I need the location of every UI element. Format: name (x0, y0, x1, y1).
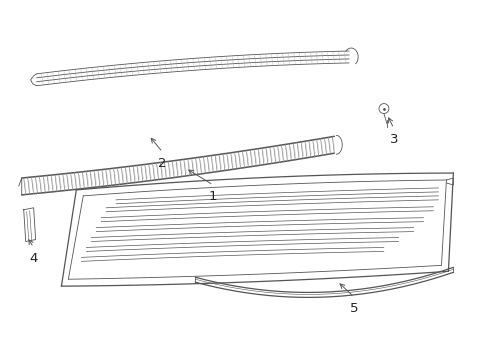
Text: 2: 2 (158, 157, 167, 170)
Text: 5: 5 (350, 302, 358, 315)
Text: 4: 4 (29, 252, 38, 265)
Text: 1: 1 (209, 190, 218, 203)
Text: 3: 3 (390, 133, 398, 147)
